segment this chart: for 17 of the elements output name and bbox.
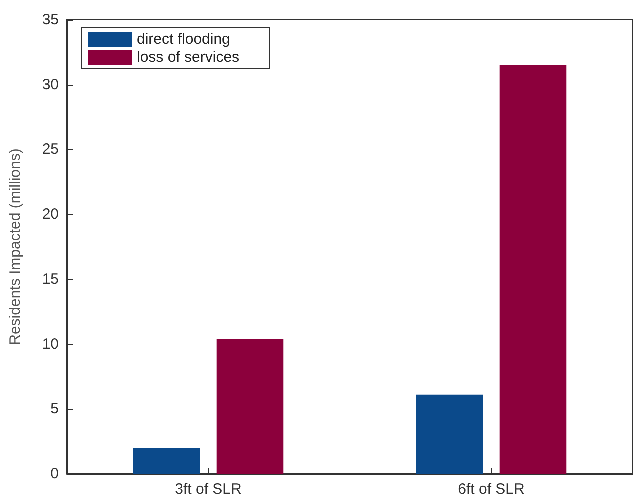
legend-label: direct flooding: [137, 31, 230, 48]
y-tick-label: 0: [50, 466, 59, 482]
bar: [216, 339, 284, 474]
bar: [133, 448, 200, 474]
x-tick-label: 3ft of SLR: [175, 481, 242, 498]
y-tick-label: 5: [50, 400, 59, 418]
x-tick-label: 6ft of SLR: [458, 481, 526, 498]
y-tick-label: 30: [42, 76, 59, 94]
y-tick-label: 15: [42, 270, 59, 288]
y-axis-title: Residents Impacted (millions): [7, 148, 24, 346]
legend-label: loss of services: [137, 49, 240, 66]
y-tick-label: 10: [42, 336, 59, 353]
bar: [500, 65, 567, 474]
bar: [416, 394, 484, 474]
y-tick-label: 20: [42, 206, 59, 224]
y-tick-label: 25: [42, 141, 59, 158]
y-tick-label: 35: [42, 12, 59, 28]
